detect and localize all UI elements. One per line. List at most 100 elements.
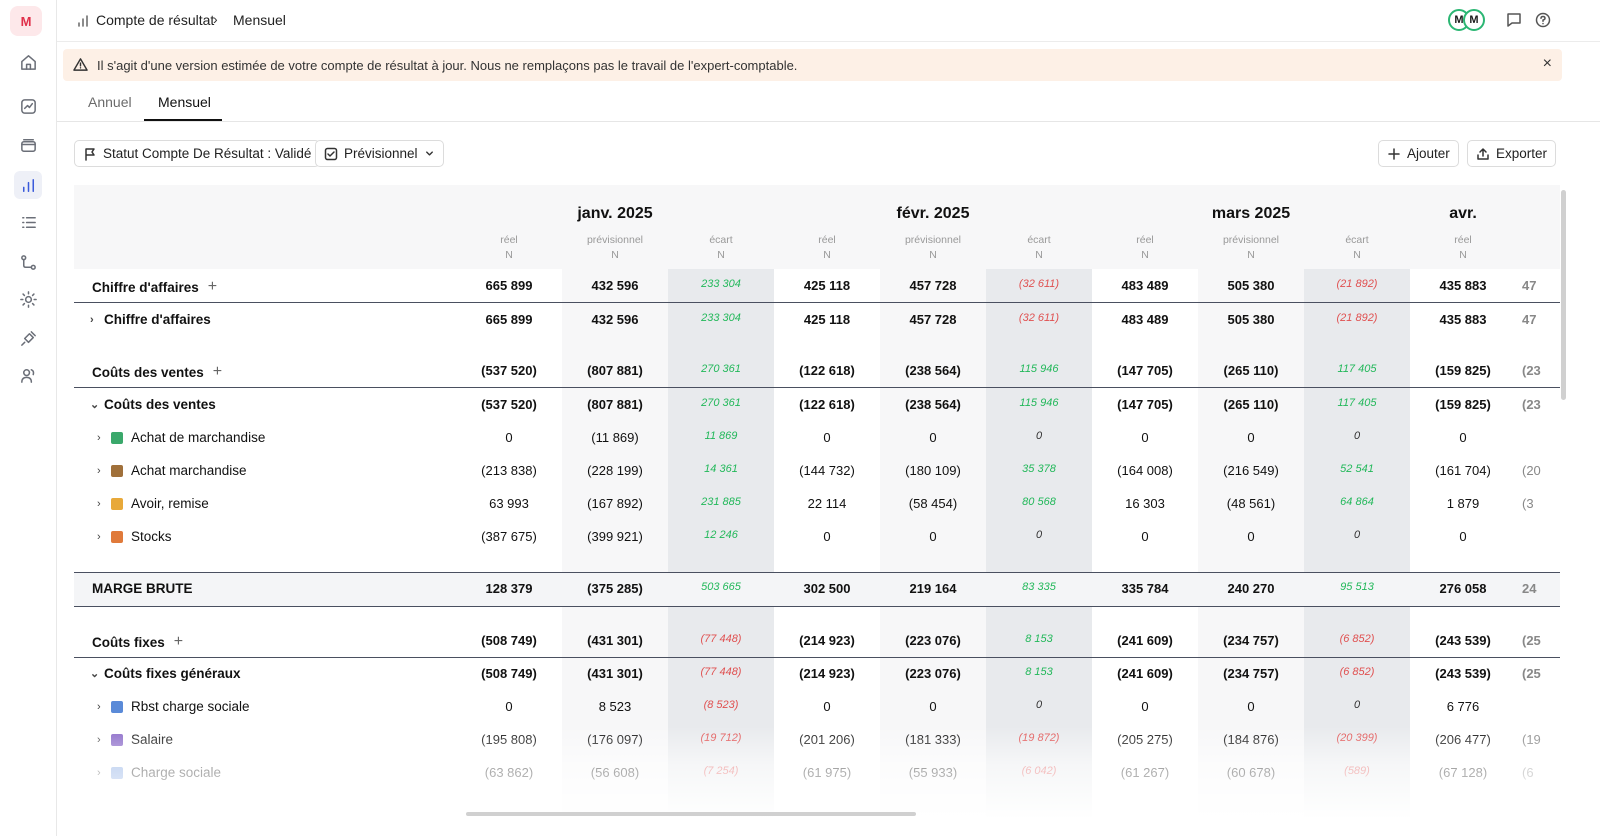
chevron-right-icon[interactable]: › bbox=[97, 464, 101, 477]
add-button[interactable]: Ajouter bbox=[1378, 140, 1459, 167]
row-label[interactable]: › Achat marchandise bbox=[97, 463, 247, 478]
flow-icon[interactable] bbox=[14, 248, 42, 276]
row-label[interactable]: › Stocks bbox=[97, 529, 172, 544]
chevron-down-icon[interactable]: ⌄ bbox=[90, 668, 100, 680]
previsionnel-dropdown[interactable]: Prévisionnel bbox=[315, 140, 444, 167]
value-cell: (265 110) bbox=[1223, 363, 1279, 378]
banner-text: Il s'agit d'une version estimée de votre… bbox=[97, 58, 798, 73]
column-header-type: prévisionnel bbox=[1222, 234, 1280, 246]
row-label[interactable]: › Salaire bbox=[97, 732, 173, 747]
variance-cell: 35 378 bbox=[1022, 463, 1056, 475]
box-icon bbox=[111, 464, 123, 477]
row-label[interactable]: › Chiffre d'affaires bbox=[90, 312, 211, 327]
row-label-text: MARGE BRUTE bbox=[92, 581, 193, 596]
variance-cell: (21 892) bbox=[1336, 312, 1378, 324]
plus-icon[interactable]: + bbox=[212, 363, 223, 380]
vertical-scrollbar[interactable] bbox=[1561, 190, 1566, 400]
row-label[interactable]: ⌄ Coûts fixes généraux bbox=[90, 666, 241, 681]
activity-icon[interactable] bbox=[14, 92, 42, 120]
export-button[interactable]: Exporter bbox=[1467, 140, 1557, 167]
variance-cell: (77 448) bbox=[700, 633, 742, 645]
value-cell: 483 489 bbox=[1121, 278, 1169, 293]
horizontal-scrollbar[interactable] bbox=[466, 812, 916, 816]
message-icon[interactable] bbox=[1505, 11, 1523, 29]
chevron-right-icon[interactable]: › bbox=[97, 431, 101, 444]
value-cell: (61 267) bbox=[1120, 765, 1170, 780]
chevron-down-icon[interactable]: ⌄ bbox=[90, 399, 100, 411]
value-cell: (375 285) bbox=[587, 581, 643, 596]
row-label[interactable]: ⌄ Coûts des ventes bbox=[90, 397, 216, 412]
tab-mensuel[interactable]: Mensuel bbox=[158, 94, 211, 110]
variance-cell: 117 405 bbox=[1337, 363, 1377, 375]
variance-cell: 64 864 bbox=[1340, 496, 1374, 508]
chevron-down-icon bbox=[425, 151, 433, 156]
chevron-right-icon[interactable]: › bbox=[97, 766, 101, 779]
value-cell: 128 379 bbox=[485, 581, 533, 596]
column-header: prévisionnel N bbox=[880, 233, 986, 263]
column-header: écart N bbox=[1304, 233, 1410, 263]
chevron-right-icon[interactable]: › bbox=[97, 497, 101, 510]
value-cell: (181 333) bbox=[905, 732, 961, 747]
help-icon[interactable] bbox=[1534, 11, 1552, 29]
value-cell: 0 bbox=[823, 699, 831, 714]
status-filter-button[interactable]: Statut Compte De Résultat : Validé bbox=[74, 140, 321, 167]
value-cell: 63 993 bbox=[489, 496, 529, 511]
variance-cell: 115 946 bbox=[1019, 363, 1059, 375]
value-cell: (184 876) bbox=[1223, 732, 1279, 747]
export-icon bbox=[1477, 147, 1489, 160]
table-header-bg bbox=[74, 185, 1560, 269]
value-cell: 0 bbox=[823, 529, 831, 544]
chevron-right-icon[interactable]: › bbox=[97, 733, 101, 746]
row-label[interactable]: › Achat de marchandise bbox=[97, 430, 265, 445]
close-icon[interactable]: × bbox=[1542, 55, 1552, 72]
column-shade bbox=[562, 269, 668, 836]
row-label[interactable]: › Charge sociale bbox=[97, 765, 221, 780]
chevron-right-icon[interactable]: › bbox=[90, 313, 94, 326]
avatar-group[interactable]: M M bbox=[1448, 9, 1488, 31]
row-label-text: Achat marchandise bbox=[131, 463, 247, 478]
value-cell: (238 564) bbox=[905, 397, 961, 412]
value-cell: (234 757) bbox=[1223, 633, 1279, 648]
value-cell: (201 206) bbox=[799, 732, 855, 747]
home-icon[interactable] bbox=[14, 48, 42, 76]
column-shade bbox=[456, 269, 562, 836]
value-cell: 432 596 bbox=[591, 312, 639, 327]
variance-cell: (20 399) bbox=[1336, 732, 1378, 744]
chevron-right-icon[interactable]: › bbox=[97, 530, 101, 543]
variance-cell: (6 852) bbox=[1339, 666, 1375, 678]
books-icon bbox=[111, 700, 123, 713]
total-row-bg bbox=[74, 573, 1560, 606]
value-cell: (508 749) bbox=[481, 633, 537, 648]
value-cell: (223 076) bbox=[905, 666, 961, 681]
row-label[interactable]: › Avoir, remise bbox=[97, 496, 209, 511]
cards-icon[interactable] bbox=[14, 131, 42, 159]
row-label[interactable]: › Rbst charge sociale bbox=[97, 699, 250, 714]
list-icon[interactable] bbox=[14, 208, 42, 236]
value-cell: (60 678) bbox=[1226, 765, 1276, 780]
variance-cell: (19 872) bbox=[1018, 732, 1060, 744]
breadcrumb-root[interactable]: Compte de résultat bbox=[96, 12, 215, 28]
variance-cell: (7 254) bbox=[703, 765, 739, 777]
chart-bar-icon[interactable] bbox=[14, 171, 42, 199]
column-shade bbox=[1410, 269, 1516, 836]
plug-icon[interactable] bbox=[14, 324, 42, 352]
value-cell: (159 825) bbox=[1435, 397, 1491, 412]
variance-cell: 83 335 bbox=[1022, 581, 1056, 593]
gear-icon[interactable] bbox=[14, 285, 42, 313]
bag-icon bbox=[111, 497, 123, 510]
plus-icon[interactable]: + bbox=[173, 633, 184, 650]
tab-annuel[interactable]: Annuel bbox=[88, 94, 132, 110]
month-header: avr. bbox=[1449, 205, 1477, 222]
value-cell: (147 705) bbox=[1117, 363, 1173, 378]
column-shade bbox=[1304, 269, 1410, 836]
workspace-logo[interactable]: M bbox=[10, 6, 42, 36]
column-shade bbox=[986, 269, 1092, 836]
plus-icon[interactable]: + bbox=[207, 278, 218, 295]
avatar[interactable]: M bbox=[1463, 9, 1485, 31]
chevron-right-icon[interactable]: › bbox=[97, 700, 101, 713]
value-cell: (213 838) bbox=[481, 463, 537, 478]
users-icon[interactable] bbox=[14, 361, 42, 389]
value-cell: 0 bbox=[505, 430, 513, 445]
value-cell: (23 bbox=[1522, 363, 1541, 378]
